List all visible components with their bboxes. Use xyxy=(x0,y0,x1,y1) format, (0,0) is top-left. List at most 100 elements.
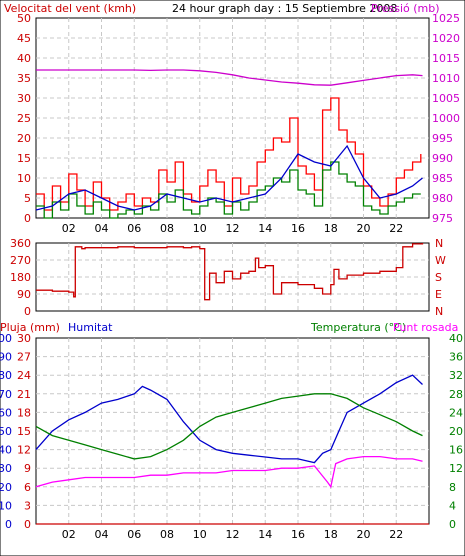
direction-tick-label: 270 xyxy=(10,254,31,267)
direction-tick-label: 180 xyxy=(10,271,31,284)
hour-tick-label: 12 xyxy=(226,528,240,541)
rain-tick-label: 6 xyxy=(24,481,31,494)
humidity-tick-label: 70 xyxy=(0,388,12,401)
direction-series xyxy=(36,243,424,301)
pressure-label: Pressió (mb) xyxy=(371,2,440,15)
direction-tick-label: 0 xyxy=(24,305,31,318)
pressure-tick-label: 1000 xyxy=(432,112,460,125)
temperature-series xyxy=(35,393,423,460)
wind-tick-label: 0 xyxy=(24,212,31,225)
hour-tick-label: 16 xyxy=(291,528,305,541)
rain-tick-label: 18 xyxy=(17,406,31,419)
wind-tick-label: 35 xyxy=(17,72,31,85)
pressure-tick-label: 975 xyxy=(432,212,453,225)
wind-tick-label: 20 xyxy=(17,132,31,145)
hour-tick-label: 08 xyxy=(160,528,174,541)
hour-tick-label: 10 xyxy=(193,528,207,541)
wind-tick-label: 40 xyxy=(17,52,31,65)
dew-series xyxy=(35,455,423,489)
wind-tick-label: 25 xyxy=(17,112,31,125)
compass-label: N xyxy=(435,305,443,318)
wind-tick-label: 45 xyxy=(17,32,31,45)
humidity-tick-label: 10 xyxy=(0,499,12,512)
temperature-label: Temperatura (°C) xyxy=(310,321,406,334)
humidity-tick-label: 60 xyxy=(0,406,12,419)
hour-tick-label: 12 xyxy=(226,222,240,235)
humidity-tick-label: 100 xyxy=(0,332,12,345)
humidity-tick-label: 20 xyxy=(0,481,12,494)
rain-tick-label: 12 xyxy=(17,444,31,457)
pressure-tick-label: 1015 xyxy=(432,52,460,65)
rain-tick-label: 0 xyxy=(24,518,31,531)
pressure-tick-label: 1010 xyxy=(432,72,460,85)
humidity-tick-label: 90 xyxy=(0,351,12,364)
compass-label: S xyxy=(435,271,442,284)
wind-tick-label: 30 xyxy=(17,92,31,105)
humidity-tick-label: 30 xyxy=(0,462,12,475)
hour-tick-label: 20 xyxy=(357,528,371,541)
temperature-tick-label: 32 xyxy=(449,369,463,382)
trend-series xyxy=(35,144,423,211)
hour-tick-label: 04 xyxy=(95,222,109,235)
rain-label: Pluja (mm) xyxy=(0,321,60,334)
hour-tick-label: 18 xyxy=(324,528,338,541)
pressure-tick-label: 980 xyxy=(432,192,453,205)
temperature-tick-label: 12 xyxy=(449,462,463,475)
pressure-tick-label: 990 xyxy=(432,152,453,165)
hour-tick-label: 02 xyxy=(62,222,76,235)
pressure-tick-label: 1025 xyxy=(432,12,460,25)
temperature-tick-label: 8 xyxy=(449,481,456,494)
rain-tick-label: 30 xyxy=(17,332,31,345)
compass-label: N xyxy=(435,237,443,250)
humidity-tick-label: 50 xyxy=(0,425,12,438)
hour-tick-label: 22 xyxy=(389,222,403,235)
direction-tick-label: 90 xyxy=(17,288,31,301)
compass-label: E xyxy=(435,288,442,301)
temperature-tick-label: 4 xyxy=(449,499,456,512)
rain-tick-label: 24 xyxy=(17,369,31,382)
temperature-tick-label: 36 xyxy=(449,351,463,364)
hour-tick-label: 06 xyxy=(127,528,141,541)
temperature-tick-label: 16 xyxy=(449,444,463,457)
wind-tick-label: 50 xyxy=(17,12,31,25)
hour-tick-label: 10 xyxy=(193,222,207,235)
humidity-label: Humitat xyxy=(68,321,113,334)
pressure-tick-label: 995 xyxy=(432,132,453,145)
hour-tick-label: 18 xyxy=(324,222,338,235)
hour-tick-label: 14 xyxy=(258,222,272,235)
hour-tick-label: 04 xyxy=(95,528,109,541)
chart-title: 24 hour graph day : 15 Septiembre 2008 xyxy=(172,2,397,15)
pressure-tick-label: 1020 xyxy=(432,32,460,45)
temperature-tick-label: 24 xyxy=(449,406,463,419)
hour-tick-label: 22 xyxy=(389,528,403,541)
temperature-tick-label: 28 xyxy=(449,388,463,401)
hour-tick-label: 02 xyxy=(62,528,76,541)
temperature-tick-label: 20 xyxy=(449,425,463,438)
humidity-series xyxy=(35,374,423,464)
humidity-tick-label: 80 xyxy=(0,369,12,382)
pressure-tick-label: 1005 xyxy=(432,92,460,105)
hour-tick-label: 20 xyxy=(357,222,371,235)
rain-tick-label: 3 xyxy=(24,499,31,512)
rain-tick-label: 15 xyxy=(17,425,31,438)
hour-tick-label: 06 xyxy=(127,222,141,235)
humidity-tick-label: 40 xyxy=(0,444,12,457)
rain-tick-label: 9 xyxy=(24,462,31,475)
dew-point-label: Punt rosada xyxy=(393,321,458,334)
pressure-tick-label: 985 xyxy=(432,172,453,185)
temperature-tick-label: 0 xyxy=(449,518,456,531)
wind-tick-label: 15 xyxy=(17,152,31,165)
hour-tick-label: 14 xyxy=(258,528,272,541)
compass-label: W xyxy=(435,254,446,267)
temperature-tick-label: 40 xyxy=(449,332,463,345)
hour-tick-label: 16 xyxy=(291,222,305,235)
wind-tick-label: 10 xyxy=(17,172,31,185)
hour-tick-label: 08 xyxy=(160,222,174,235)
wind-tick-label: 5 xyxy=(24,192,31,205)
avg-series xyxy=(36,161,421,219)
direction-tick-label: 360 xyxy=(10,237,31,250)
rain-tick-label: 21 xyxy=(17,388,31,401)
wind-speed-label: Velocitat del vent (kmh) xyxy=(4,2,136,15)
